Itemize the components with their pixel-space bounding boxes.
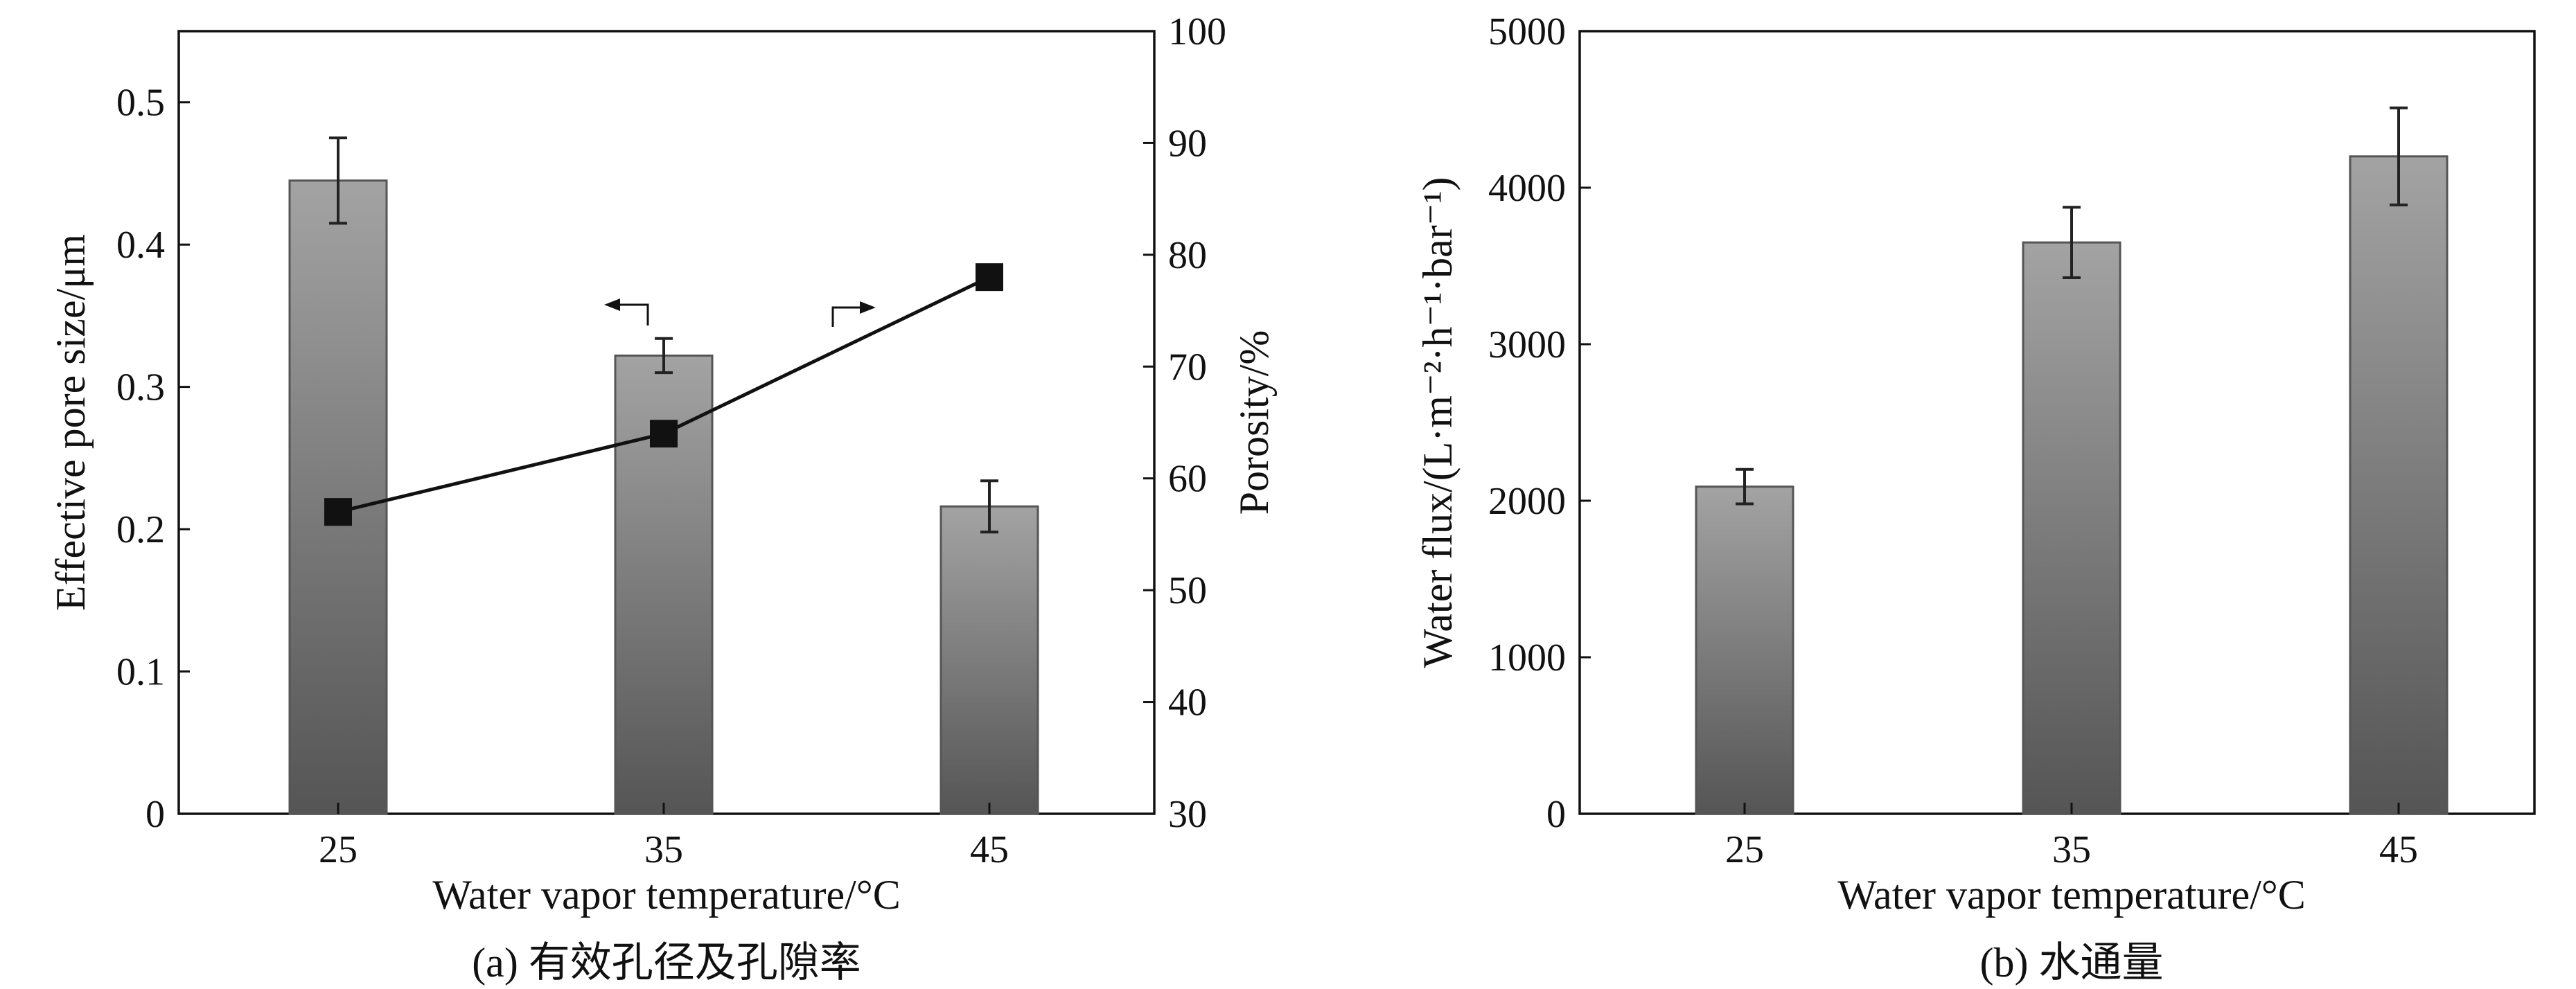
chart-a-xlabel: Water vapor temperature/°C: [432, 872, 901, 918]
y2-tick-label: 90: [1168, 122, 1207, 165]
chart-a-ylabel: Effective pore size/μm: [48, 234, 94, 611]
y2-tick-label: 40: [1168, 681, 1207, 724]
y-tick-label: 0.1: [116, 651, 165, 694]
x-tick-label: 25: [319, 828, 358, 871]
y-tick-label: 0: [1546, 793, 1566, 836]
x-tick-label: 25: [1725, 828, 1764, 871]
x-tick-label: 45: [970, 828, 1009, 871]
y-tick-label: 1000: [1488, 636, 1566, 679]
error-bar: [329, 136, 347, 225]
y-tick-label: 0.4: [116, 224, 165, 267]
chart-b-xlabel: Water vapor temperature/°C: [1837, 872, 2306, 918]
porosity-marker: [324, 498, 352, 526]
y-tick-label: 5000: [1488, 10, 1566, 53]
porosity-marker: [650, 420, 678, 448]
bar: [288, 179, 388, 815]
y-tick-label: 0.3: [116, 366, 165, 409]
y2-tick-label: 30: [1168, 793, 1207, 836]
chart-b: 0 1000 2000 3000 4000 5000 25 35 45 Water vapor…: [1415, 10, 2536, 986]
y-tick-label: 0.5: [116, 82, 165, 125]
y2-tick-label: 70: [1168, 346, 1207, 389]
y2-tick-label: 80: [1168, 234, 1207, 277]
x-tick-label: 35: [2052, 828, 2091, 871]
legend-arrow-left: [604, 299, 649, 326]
bar: [1695, 485, 1794, 815]
x-tick-label: 35: [644, 828, 683, 871]
y2-tick-label: 60: [1168, 458, 1207, 501]
chart-b-caption: (b) 水通量: [1980, 940, 2164, 986]
y-tick-label: 3000: [1488, 323, 1566, 366]
chart-a-y2label: Porosity/%: [1231, 330, 1277, 515]
error-bar: [2063, 206, 2081, 279]
y-tick-label: 4000: [1488, 167, 1566, 210]
y2-tick-label: 50: [1168, 569, 1207, 612]
y-tick-label: 2000: [1488, 480, 1566, 523]
bar: [939, 505, 1039, 815]
error-bar: [980, 479, 998, 534]
bar: [2349, 155, 2449, 815]
porosity-marker: [976, 263, 1003, 292]
x-tick-label: 45: [2379, 828, 2418, 871]
y-tick-label: 0: [145, 793, 165, 836]
bar: [2022, 241, 2121, 815]
y2-tick-label: 100: [1168, 10, 1226, 53]
y-tick-label: 0.2: [116, 508, 165, 551]
legend-arrow-right: [831, 301, 876, 327]
error-bar: [1736, 467, 1754, 506]
chart-a: 0 0.1 0.2 0.3 0.4 0.5 30 40 50 60 70 80 90 100 25 35 4…: [48, 10, 1277, 986]
error-bar: [2390, 106, 2408, 206]
chart-a-caption: (a) 有效孔径及孔隙率: [472, 940, 861, 986]
chart-b-ylabel: Water flux/(L·m⁻²·h⁻¹·bar⁻¹): [1415, 177, 1461, 668]
error-bar: [655, 337, 673, 375]
